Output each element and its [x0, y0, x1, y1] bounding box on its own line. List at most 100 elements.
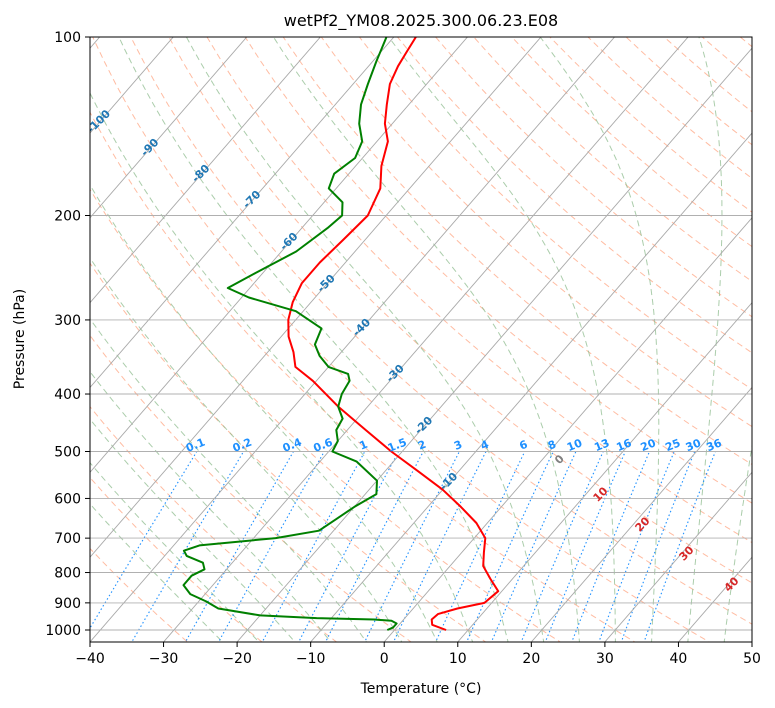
- dry-adiabat-line: [90, 188, 562, 642]
- moist-adiabat-label: 30: [677, 543, 697, 563]
- mixing-ratio-line: [298, 451, 399, 642]
- y-tick-label: 500: [54, 444, 81, 460]
- dry-adiabat-line: [90, 476, 263, 642]
- moist-adiabat-label: 40: [722, 574, 742, 594]
- dry-adiabat-line: [90, 111, 636, 642]
- plot-frame: [89, 36, 753, 643]
- dry-adiabat-line: [701, 37, 752, 80]
- isotherms: [90, 37, 752, 642]
- isotherm-line: [751, 641, 752, 642]
- isotherm-line: [604, 471, 752, 642]
- mixing-ratio-label: 30: [684, 436, 703, 454]
- moist-adiabat-line: [90, 462, 260, 642]
- isotherm-line: [530, 386, 752, 642]
- x-tick-label: 30: [596, 651, 614, 667]
- x-tick-label: 20: [522, 651, 540, 667]
- moist-adiabat-label: 0: [552, 452, 567, 467]
- y-tick-label: 100: [54, 30, 81, 46]
- x-tick-label: 50: [743, 651, 761, 667]
- x-tick-label: 0: [380, 651, 389, 667]
- moist-adiabat-line: [90, 370, 332, 642]
- x-tick-label: −10: [296, 651, 326, 667]
- mixing-ratio-label: 10: [565, 436, 584, 454]
- y-tick-label: 600: [54, 491, 81, 507]
- mixing-ratio-label: 0.1: [184, 436, 207, 455]
- mixing-ratio-label: 36: [705, 436, 724, 454]
- isotherm-line: [383, 217, 752, 642]
- line-labels: 0.1 0.2 0.4 0.6 1 1.5 2 3 4 6 8 10 13 16 20 25 30 36-100-…: [90, 107, 742, 595]
- dry-adiabat-line: [511, 37, 752, 248]
- x-axis-ticks: −40 −30 −20 −10 0 10 20 30 40 50: [75, 642, 761, 667]
- x-tick-label: 40: [670, 651, 688, 667]
- moist-adiabat-line: [118, 37, 509, 642]
- isotherm-line: [90, 37, 174, 134]
- isotherm-line: [310, 132, 752, 642]
- y-tick-label: 400: [54, 387, 81, 403]
- dry-adiabat-line: [206, 37, 752, 544]
- moist-adiabat-line: [539, 37, 660, 642]
- y-tick-label: 200: [54, 209, 81, 225]
- isotherm-line: [162, 37, 689, 642]
- mixing-ratio-line: [184, 451, 294, 642]
- y-tick-label: 800: [54, 566, 81, 582]
- x-tick-label: −20: [222, 651, 252, 667]
- moist-adiabat-line: [687, 37, 723, 642]
- y-axis-label: Pressure (hPa): [12, 289, 28, 389]
- y-tick-label: 1000: [45, 623, 81, 639]
- plot-area: 0.1 0.2 0.4 0.6 1 1.5 2 3 4 6 8 10 13 16 20 25 30 36-100-…: [90, 37, 752, 642]
- mixing-ratio-line: [392, 451, 487, 642]
- x-axis-label: Temperature (°C): [360, 681, 482, 697]
- moist-adiabat-line: [273, 37, 580, 642]
- mixing-ratio-label: 6: [518, 438, 530, 453]
- mixing-ratio-line: [520, 451, 604, 642]
- sounding-series: [182, 37, 500, 631]
- x-tick-label: 10: [449, 651, 467, 667]
- dry-adiabat-line: [90, 334, 412, 642]
- dry-adiabat-line: [359, 37, 752, 390]
- dry-adiabat-line: [739, 37, 752, 48]
- moist-adiabat-label: 10: [591, 484, 611, 504]
- y-tick-label: 900: [54, 596, 81, 612]
- mixing-ratio-label: 8: [546, 438, 558, 453]
- mixing-ratio-line: [261, 451, 366, 642]
- dry-adiabat-line: [90, 547, 189, 642]
- moist-adiabat-line: [90, 91, 474, 642]
- pressure-gridlines: [90, 37, 752, 631]
- mixing-ratio-label: 3: [452, 438, 464, 453]
- isotherm-line: [90, 37, 321, 304]
- dry-adiabat-line: [435, 37, 752, 318]
- mixing-ratio-label: 0.6: [312, 435, 335, 454]
- moist-adiabat-line: [723, 442, 752, 642]
- dry-adiabat-line: [90, 262, 487, 642]
- moist-adiabat-line: [90, 183, 438, 642]
- temperature-line: [287, 37, 500, 631]
- dry-adiabat-line: [244, 37, 752, 504]
- moist-adiabat-line: [388, 37, 616, 642]
- isotherm-line: [90, 37, 616, 642]
- isotherm-line: [90, 37, 248, 219]
- isotherm-line: [457, 301, 752, 642]
- mixing-ratio-label: 1: [358, 438, 370, 453]
- mixing-ratio-label: 20: [639, 436, 658, 454]
- dry-adiabat-line: [320, 37, 752, 428]
- mixing-ratio-label: 1.5: [386, 436, 409, 455]
- dry-adiabat-line: [90, 405, 338, 642]
- y-axis-ticks: 100 200 300 400 500 600 700 800 900 1000: [45, 30, 90, 639]
- mixing-ratio-label: 16: [614, 436, 633, 454]
- mixing-ratio-line: [544, 451, 626, 642]
- mixing-ratio-label: 13: [592, 436, 611, 454]
- dry-adiabat-line: [473, 37, 752, 283]
- x-tick-label: −40: [75, 651, 105, 667]
- mixing-ratio-label: 4: [479, 438, 491, 453]
- isotherm-line: [90, 37, 469, 473]
- chart-title: wetPf2_YM08.2025.300.06.23.E08: [284, 11, 558, 31]
- isotherm-line: [90, 37, 542, 558]
- dry-adiabat-line: [130, 37, 752, 625]
- dry-adiabat-line: [282, 37, 752, 466]
- moist-adiabat-label: 20: [633, 514, 653, 534]
- isotherm-line: [236, 47, 752, 642]
- mixing-ratio-line: [466, 451, 554, 642]
- mixing-ratio-label: 25: [663, 436, 682, 454]
- dewpoint-line: [182, 37, 398, 631]
